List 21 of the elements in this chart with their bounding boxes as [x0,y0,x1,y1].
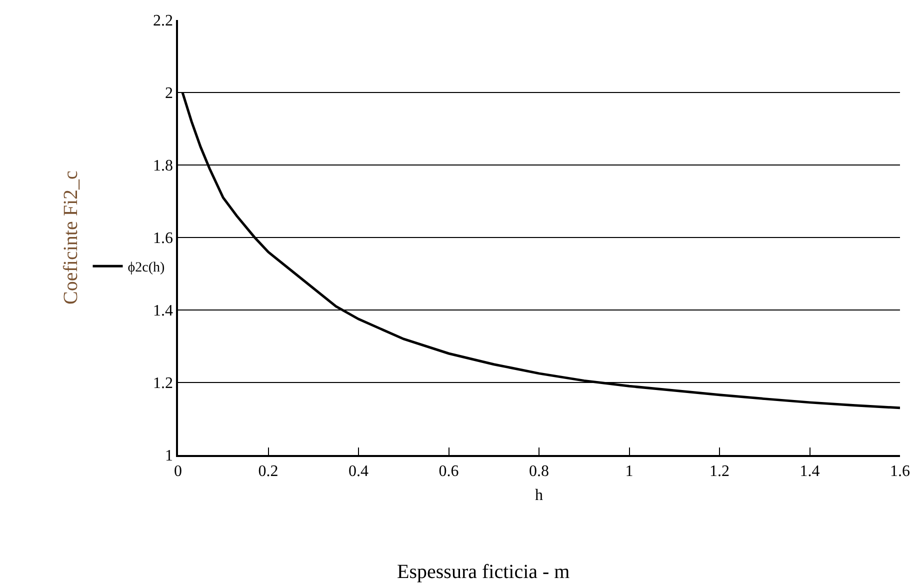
y-tick-label: 1.4 [153,302,174,320]
y-axis-title: Coeficinte Fi2_c [60,170,82,304]
x-tick-label: 1.6 [890,462,910,480]
x-tick-label: 0.2 [258,462,278,480]
x-tick-label: 0.6 [438,462,459,480]
line-series [181,91,900,410]
y-tick-label: 1 [165,448,174,465]
x-tick-label: 0.4 [348,462,368,480]
x-tick-label: 1 [625,462,634,480]
text: Espessura ficticia - m [397,561,570,583]
y-tick-label: 1.6 [153,230,174,248]
x-tick-label: 1.2 [710,462,730,480]
x-tick-label: 0 [174,462,182,480]
y-tick-label: 1.8 [153,158,174,175]
x-tick-label: 1.4 [800,462,820,480]
y-tick-label: 1.2 [153,375,174,392]
x-axis-title: h [535,487,543,504]
legend-label: ϕ2c(h) [128,260,165,276]
y-tick-label: 2.2 [153,12,174,30]
x-tick-label: 0.8 [529,462,549,480]
y-tick-label: 2 [165,85,174,102]
